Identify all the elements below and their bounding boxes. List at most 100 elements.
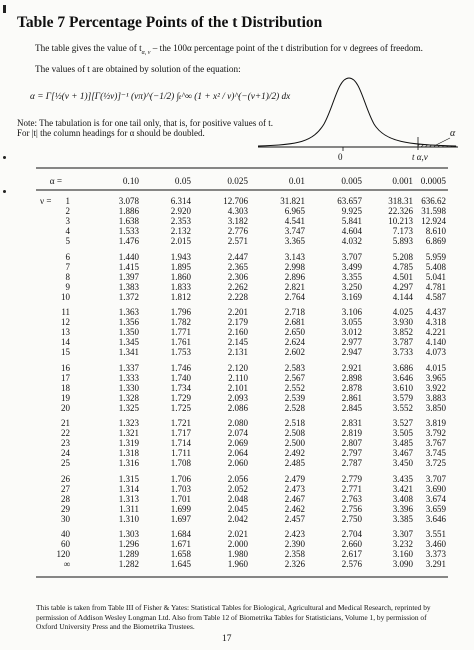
table-cell: 3.232 — [392, 539, 413, 549]
margin-dot — [3, 156, 6, 159]
table-cell: 2.819 — [341, 428, 362, 438]
table-cell: 3.450 — [392, 458, 413, 468]
equation: α = Γ[½(ν + 1)][Γ(½ν)]⁻¹ (νπ)^(−1/2) ∫ₜ^… — [30, 92, 291, 102]
table-cell: 3.307 — [392, 529, 413, 539]
degrees-of-freedom: 5 — [65, 236, 71, 246]
intro-lead: The table gives the value of t — [35, 43, 142, 53]
table-cell: 2.131 — [227, 347, 248, 357]
degrees-of-freedom: 27 — [61, 483, 70, 494]
table-cell: 1.318 — [118, 448, 139, 458]
table-cell: 3.747 — [284, 226, 305, 236]
table-cell: 63.657 — [337, 196, 362, 206]
table-cell: 1.533 — [118, 226, 139, 236]
table-cell: 1.717 — [170, 428, 191, 438]
table-cell: 2.179 — [227, 317, 248, 327]
table-cell: 22.326 — [388, 206, 413, 216]
table-cell: 2.056 — [227, 473, 248, 484]
degrees-of-freedom: 7 — [65, 261, 71, 272]
curve-line — [258, 77, 457, 147]
table-cell: 3.355 — [341, 271, 362, 282]
alpha-header-label: α = — [49, 176, 62, 186]
degrees-of-freedom: 24 — [61, 448, 70, 458]
table-cell: 2.132 — [170, 226, 191, 236]
table-cell: 3.143 — [284, 251, 305, 262]
table-cell: 3.579 — [392, 392, 413, 403]
table-cell: 2.479 — [284, 473, 305, 484]
table-cell: 2.423 — [284, 529, 305, 539]
table-cell: 2.042 — [227, 513, 248, 524]
table-cell: 2.845 — [341, 402, 362, 413]
table-cell: 1.321 — [118, 428, 139, 438]
table-cell: 1.314 — [118, 483, 139, 494]
degrees-of-freedom: 20 — [61, 402, 70, 413]
table-cell: 1.645 — [170, 559, 191, 569]
table-cell: 2.771 — [341, 483, 362, 494]
table-cell: 1.708 — [170, 458, 191, 468]
degrees-of-freedom: 6 — [65, 251, 71, 262]
table-cell: 1.711 — [171, 448, 191, 458]
alpha-label: α — [450, 128, 456, 139]
degrees-of-freedom: 29 — [61, 503, 70, 514]
table-cell: 3.078 — [118, 196, 139, 206]
table-cell: 1.697 — [170, 513, 191, 524]
margin-dot — [3, 190, 6, 193]
table-cell: 5.893 — [392, 236, 413, 246]
note-line-2: For |t| the column headings for α should… — [17, 128, 205, 138]
degrees-of-freedom: 10 — [61, 291, 70, 302]
degrees-of-freedom: 14 — [61, 337, 70, 347]
table-cell: 3.365 — [284, 236, 305, 246]
table-cell: 1.833 — [170, 281, 191, 292]
table-cell: 2.074 — [227, 428, 248, 438]
table-cell: 2.750 — [341, 513, 362, 524]
table-cell: 2.650 — [284, 327, 305, 337]
table-cell: 3.421 — [392, 483, 413, 494]
table-cell: 4.303 — [227, 206, 248, 216]
table-cell: 2.485 — [284, 458, 305, 468]
table-cell: 2.764 — [284, 291, 305, 302]
table-cell: 1.397 — [118, 271, 139, 282]
table-cell: 4.025 — [392, 307, 413, 317]
table-cell: 2.831 — [341, 418, 362, 428]
table-cell: 2.576 — [341, 559, 362, 569]
table-cell: 2.457 — [284, 513, 305, 524]
degrees-of-freedom: 9 — [65, 281, 71, 292]
table-cell: 2.045 — [227, 503, 248, 514]
table-cell: 4.221 — [425, 327, 446, 337]
alpha-pointer — [435, 137, 451, 146]
table-cell: 3.787 — [392, 337, 413, 347]
table-cell: 3.674 — [425, 493, 446, 504]
tail-area — [417, 143, 457, 148]
table-cell: 3.852 — [392, 327, 413, 337]
table-cell: 2.583 — [284, 362, 305, 373]
table-cell: 3.745 — [425, 448, 446, 458]
table-cell: 3.707 — [341, 251, 362, 262]
column-header: 0.001 — [392, 176, 413, 186]
table-cell: 4.073 — [425, 347, 446, 357]
column-header: 0.05 — [174, 176, 191, 186]
page-title: Table 7 Percentage Points of the t Distr… — [17, 14, 323, 31]
table-cell: 2.069 — [227, 438, 248, 448]
table-cell: 3.930 — [392, 317, 413, 327]
table-cell: 1.703 — [170, 483, 191, 494]
t-distribution-curve — [258, 77, 458, 151]
table-cell: 3.733 — [392, 347, 413, 357]
table-cell: 4.587 — [425, 291, 446, 302]
table-cell: 3.396 — [392, 503, 413, 514]
table-cell: 2.998 — [284, 261, 305, 272]
table-cell: 2.052 — [227, 483, 248, 494]
table-cell: 1.860 — [170, 271, 191, 282]
table-cell: 1.638 — [118, 216, 139, 226]
table-cell: 1.296 — [118, 539, 139, 549]
table-cell: 10.213 — [388, 216, 413, 226]
table-cell: 4.437 — [425, 307, 446, 317]
table-cell: 2.508 — [284, 428, 305, 438]
table-cell: 2.807 — [341, 438, 362, 448]
degrees-of-freedom: 25 — [61, 458, 70, 468]
table-cell: 2.326 — [284, 559, 305, 569]
table-cell: 4.604 — [341, 226, 362, 236]
table-cell: 3.767 — [425, 438, 446, 448]
table-cell: 2.145 — [227, 337, 248, 347]
table-cell: 2.262 — [227, 281, 248, 292]
table-cell: 2.492 — [284, 448, 305, 458]
table-cell: 2.447 — [227, 251, 248, 262]
